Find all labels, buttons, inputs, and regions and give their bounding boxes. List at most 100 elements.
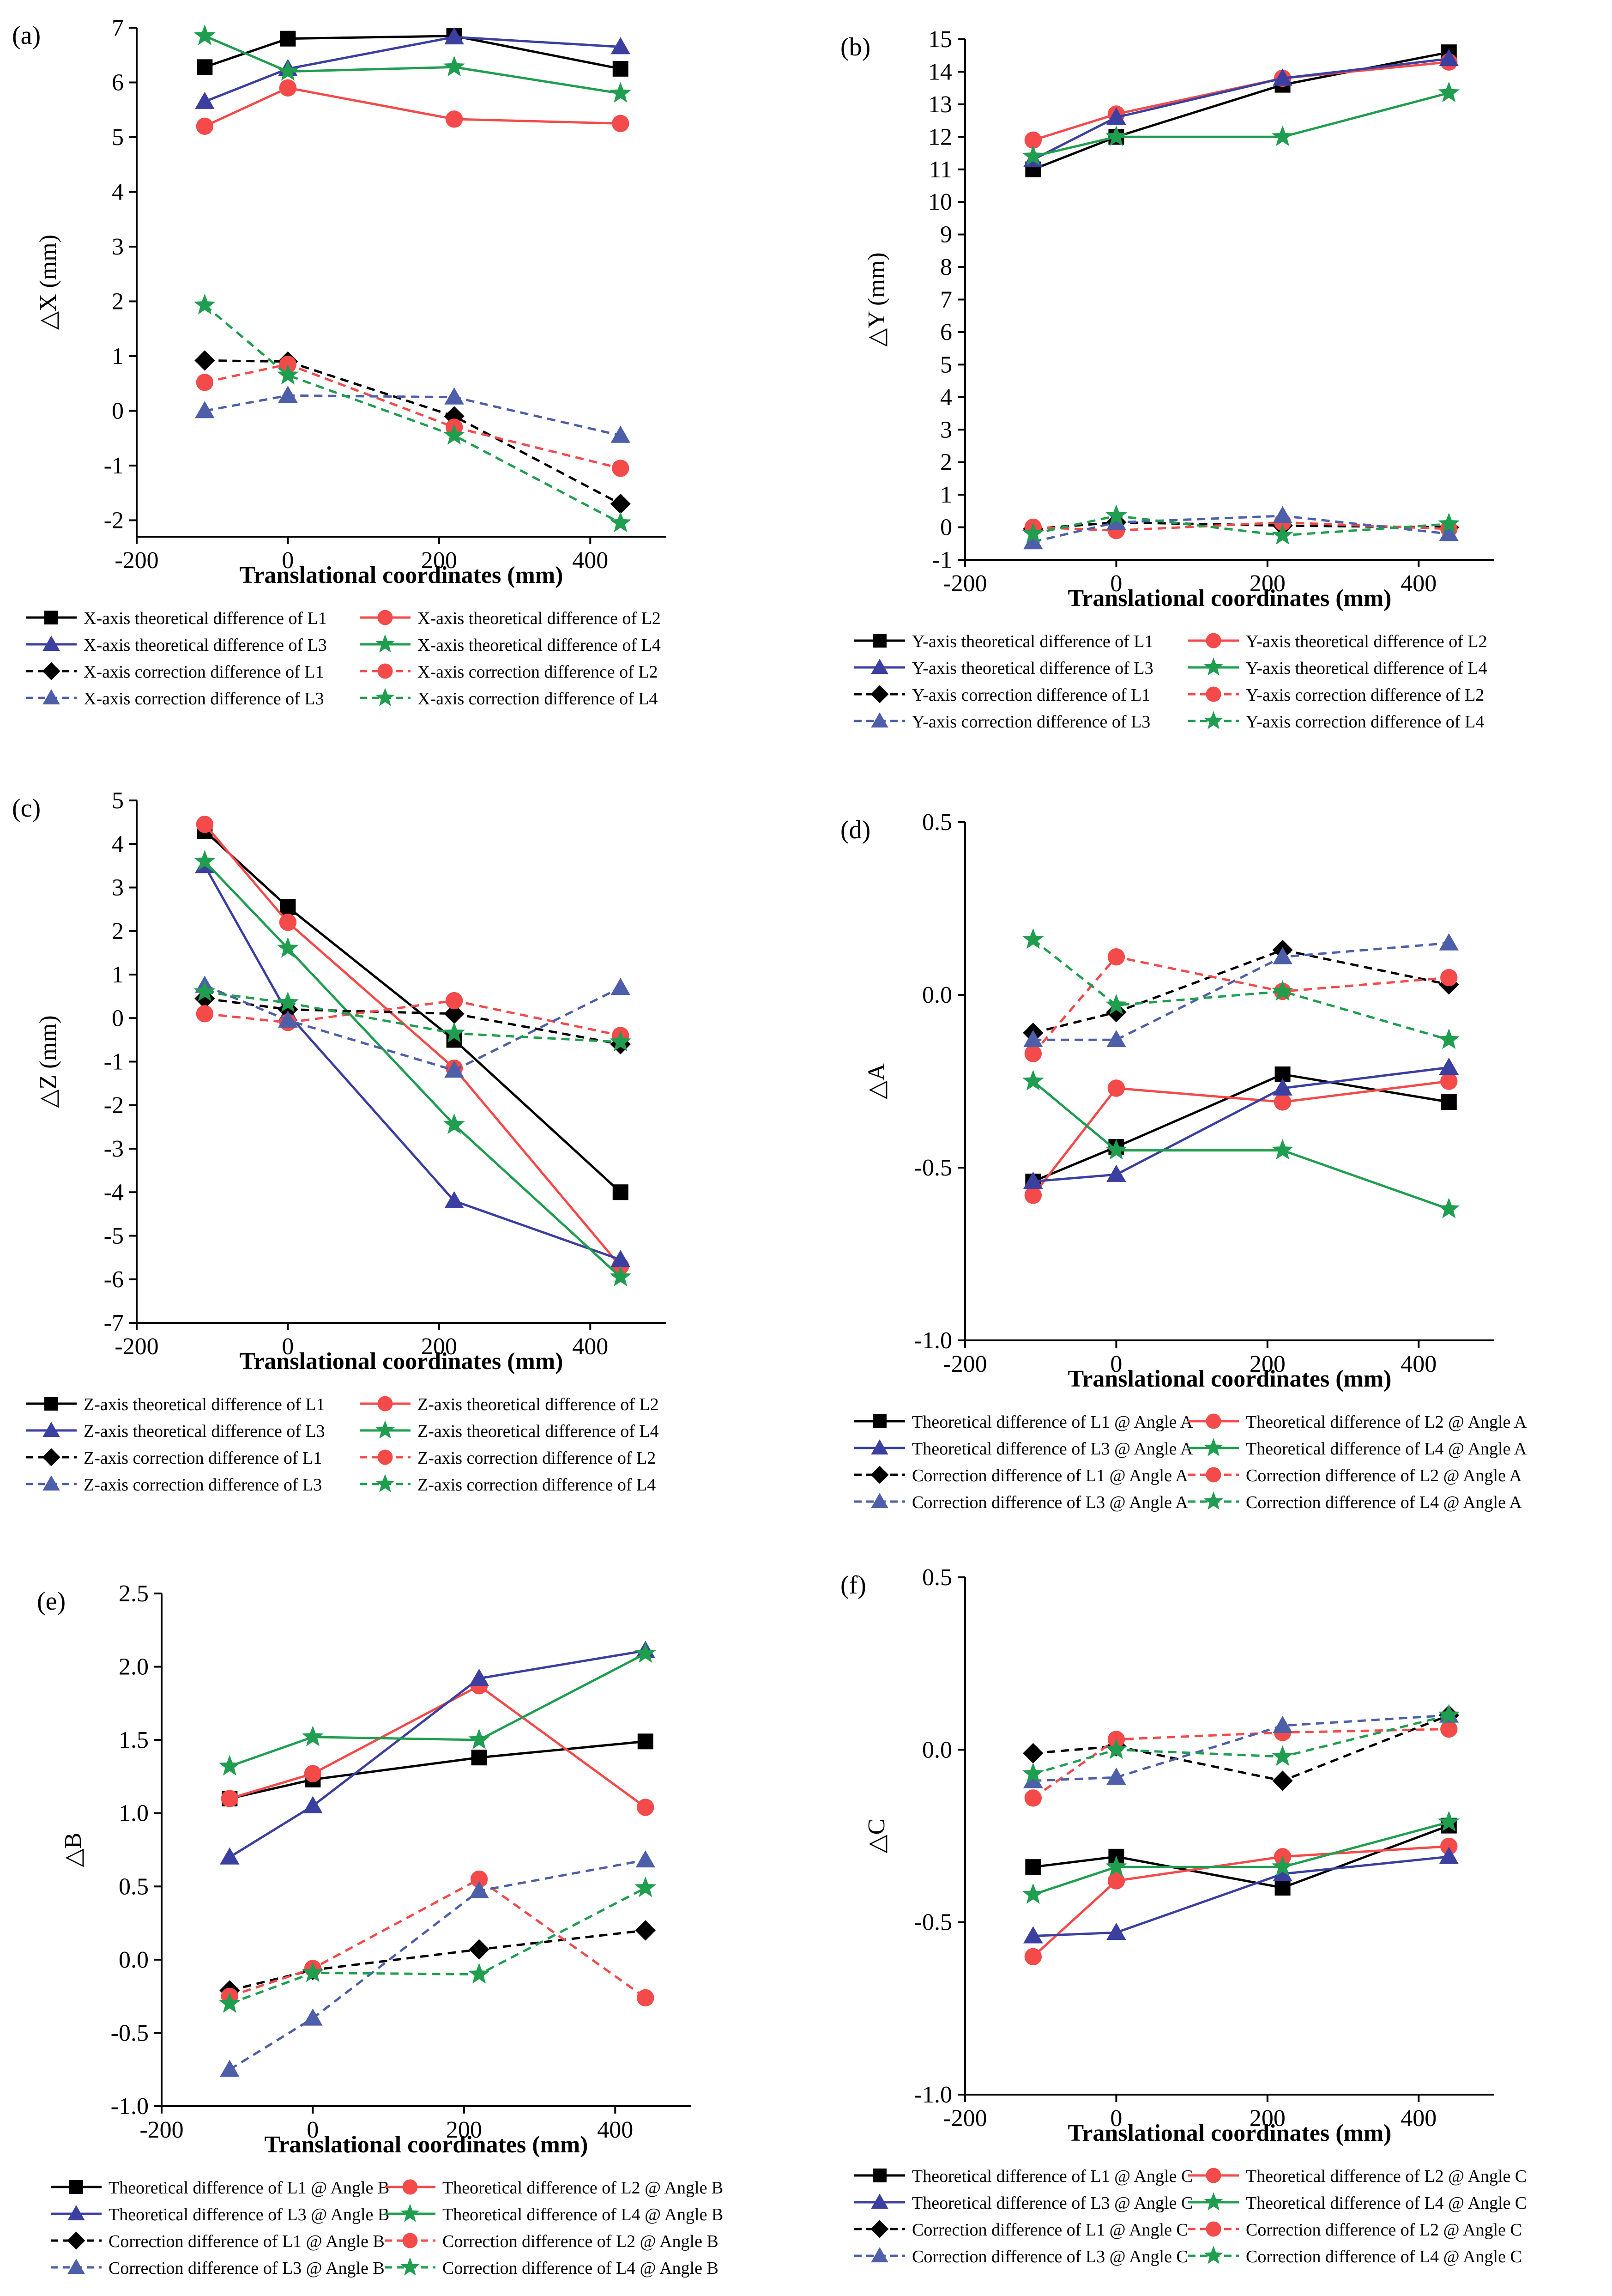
legend: Z-axis theoretical difference of L1 Z-axi… <box>26 1395 659 1495</box>
data-point <box>1274 1880 1291 1896</box>
legend: Theoretical difference of L1 @ Angle B Th… <box>51 2178 723 2278</box>
legend-marker <box>1206 633 1221 648</box>
x-axis-title: Translational coordinates (mm) <box>1068 1366 1392 1392</box>
legend-label: Theoretical difference of L2 @ Angle C <box>1246 2167 1527 2186</box>
x-tick-label: -200 <box>139 2117 183 2143</box>
legend-item: Y-axis theoretical difference of L2 <box>1188 632 1487 651</box>
data-point <box>612 61 628 77</box>
panel-label: (c) <box>12 794 41 823</box>
y-tick-label: 10 <box>928 189 952 215</box>
x-tick-label: 400 <box>572 547 608 574</box>
legend-marker <box>377 1449 393 1465</box>
legend-marker <box>1206 1467 1221 1483</box>
x-tick-label: 200 <box>421 547 457 574</box>
series <box>1023 49 1459 167</box>
legend-marker <box>377 663 393 679</box>
series-line <box>1032 1845 1449 1958</box>
legend-item: Y-axis correction difference of L2 <box>1188 685 1484 705</box>
series <box>196 79 629 135</box>
data-point <box>1023 1743 1044 1763</box>
legend-label: Y-axis correction difference of L3 <box>912 712 1150 732</box>
x-tick-label: 400 <box>597 2117 633 2143</box>
data-point <box>445 110 463 128</box>
data-point <box>1273 1864 1292 1882</box>
data-point <box>610 82 632 103</box>
legend-item: Correction difference of L4 @ Angle A <box>1188 1491 1522 1512</box>
y-tick-label: 2 <box>112 288 124 315</box>
legend-item: Z-axis correction difference of L4 <box>360 1474 656 1495</box>
legend-label: Z-axis correction difference of L4 <box>417 1475 656 1495</box>
legend-label: Z-axis theoretical difference of L4 <box>417 1422 659 1441</box>
data-point <box>1022 1883 1044 1904</box>
series <box>194 350 631 515</box>
series-line <box>1032 1728 1449 1799</box>
series <box>1023 939 1459 1043</box>
legend-label: Z-axis theoretical difference of L3 <box>84 1422 325 1441</box>
y-tick-label: 0.5 <box>119 1873 149 1900</box>
series-line <box>204 860 622 1278</box>
legend-item: Y-axis theoretical difference of L3 <box>854 659 1153 678</box>
data-point <box>1106 1164 1126 1182</box>
data-point <box>610 1266 632 1286</box>
x-axis-title: Translational coordinates (mm) <box>1068 2120 1392 2146</box>
data-point <box>469 1881 489 1898</box>
legend-marker <box>870 2220 889 2238</box>
legend-label: X-axis correction difference of L2 <box>417 662 658 682</box>
legend-item: Z-axis correction difference of L1 <box>26 1448 322 1468</box>
data-point <box>302 1726 324 1746</box>
legend-marker <box>1204 1491 1223 1510</box>
y-axis-title: △X (mm) <box>35 235 61 330</box>
x-tick-label: 0 <box>282 547 294 574</box>
data-point <box>1024 1789 1042 1807</box>
y-tick-label: -4 <box>104 1179 124 1206</box>
chart-panel-5: (e) -1.0 -0.5 0.0 0.5 1.0 1.5 2.0 2.5 -200 0 200 400… <box>37 1581 723 2278</box>
y-tick-label: -1.0 <box>111 2093 149 2120</box>
legend-marker <box>871 1493 888 1508</box>
x-tick-label: 400 <box>1401 570 1437 597</box>
data-point <box>218 1992 241 2013</box>
data-point <box>1024 131 1042 149</box>
data-point <box>1273 1078 1292 1096</box>
legend-label: Z-axis correction difference of L2 <box>417 1448 656 1468</box>
series-line <box>1032 57 1449 161</box>
legend-item: Theoretical difference of L3 @ Angle C <box>854 2193 1193 2213</box>
panel-label: (b) <box>840 33 870 61</box>
series-line <box>1032 1824 1449 1889</box>
y-tick-label: 7 <box>112 15 124 41</box>
series-line <box>1032 949 1449 1034</box>
legend-marker <box>870 1466 889 1484</box>
y-axis-title: △C <box>863 1819 890 1854</box>
legend-item: Z-axis theoretical difference of L2 <box>360 1395 659 1414</box>
data-point <box>443 1022 465 1043</box>
panel-label: (d) <box>840 816 870 844</box>
legend-marker <box>402 2233 418 2248</box>
data-point <box>443 55 465 77</box>
data-point <box>612 460 629 477</box>
series <box>1022 1070 1460 1218</box>
legend-item: Correction difference of L3 @ Angle C <box>854 2247 1188 2266</box>
data-point <box>443 424 465 445</box>
legend-marker <box>1204 1438 1223 1456</box>
legend: Theoretical difference of L1 @ Angle A Th… <box>854 1412 1527 1512</box>
legend-label: X-axis correction difference of L1 <box>84 662 324 682</box>
x-tick-label: 0 <box>1110 570 1122 597</box>
data-point <box>1106 1922 1126 1940</box>
data-point <box>612 1184 628 1200</box>
x-tick-label: 200 <box>1250 2105 1286 2132</box>
data-point <box>1438 1811 1460 1832</box>
legend-marker <box>375 634 395 653</box>
legend-marker <box>375 1420 395 1439</box>
data-point <box>444 1191 464 1209</box>
legend-marker <box>377 1396 393 1412</box>
legend-item: Correction difference of L3 @ Angle A <box>854 1493 1188 1512</box>
data-point <box>637 1989 654 2007</box>
legend-item: X-axis theoretical difference of L1 <box>26 609 327 628</box>
y-tick-label: -1.0 <box>914 1327 952 1354</box>
legend-label: Theoretical difference of L3 @ Angle A <box>912 1439 1193 1459</box>
y-tick-label: 9 <box>940 222 952 248</box>
data-point <box>1107 948 1125 966</box>
legend-marker <box>871 1439 888 1455</box>
y-tick-label: 14 <box>928 59 952 85</box>
series <box>1024 1837 1458 1966</box>
